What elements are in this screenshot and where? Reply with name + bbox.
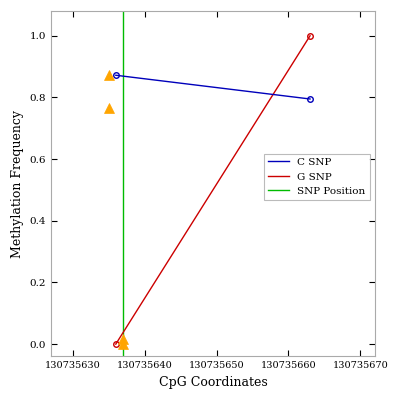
Legend: C SNP, G SNP, SNP Position: C SNP, G SNP, SNP Position [264,154,370,200]
Y-axis label: Methylation Frequency: Methylation Frequency [11,110,24,258]
X-axis label: CpG Coordinates: CpG Coordinates [158,376,267,389]
